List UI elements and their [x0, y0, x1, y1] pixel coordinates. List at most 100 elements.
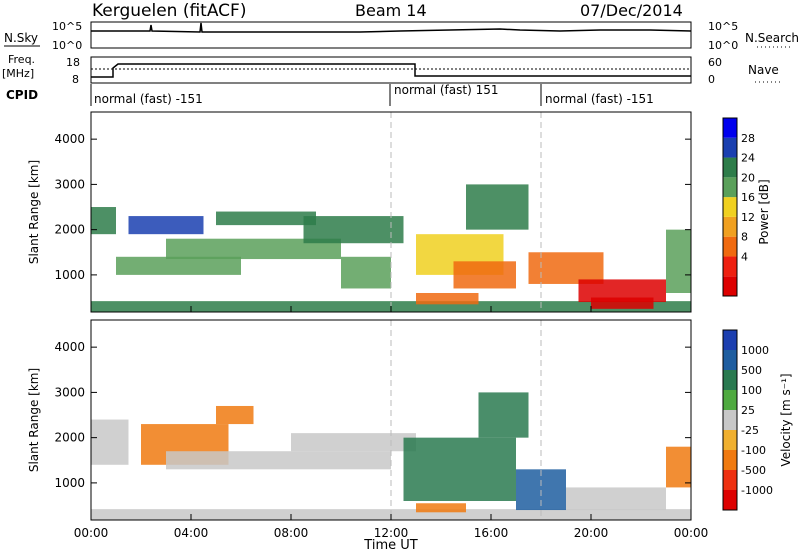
- power-colorbar-label: Power [dB]: [757, 179, 771, 244]
- power-ylabel: Slant Range [km]: [27, 160, 41, 264]
- colorbar-swatch: [723, 370, 737, 390]
- nsearch-tick-low: 10^0: [708, 39, 738, 52]
- cpid-segment-2: normal (fast) 151: [394, 83, 498, 97]
- nave-tick-low: 0: [708, 73, 715, 86]
- y-tick-label: 3000: [54, 177, 85, 191]
- colorbar-tick-label: 1000: [741, 344, 769, 357]
- data-region: [166, 451, 391, 470]
- colorbar-tick-label: -100: [741, 444, 766, 457]
- colorbar-swatch: [723, 137, 737, 158]
- colorbar-tick-label: -1000: [741, 484, 773, 497]
- velocity-colorbar-label: Velocity [m s⁻¹]: [779, 373, 793, 466]
- data-region: [416, 503, 466, 513]
- data-region: [416, 292, 479, 305]
- data-region: [166, 238, 341, 260]
- y-tick-label: 2000: [54, 223, 85, 237]
- date-title: 07/Dec/2014: [580, 1, 683, 20]
- data-region: [216, 211, 316, 226]
- freq-panel: Freq. [MHz] 18 8 60 0 Nave: [2, 53, 780, 86]
- data-region: [666, 229, 691, 293]
- data-region: [666, 446, 691, 488]
- power-data: [91, 112, 691, 312]
- nave-tick-high: 60: [708, 56, 722, 69]
- x-axis-label: Time UT: [363, 538, 417, 553]
- colorbar-swatch: [723, 276, 737, 296]
- y-tick-label: 3000: [54, 385, 85, 399]
- data-region: [591, 297, 654, 309]
- data-region: [403, 437, 516, 501]
- colorbar-tick-label: 100: [741, 384, 762, 397]
- freq-tick-low: 8: [72, 73, 79, 86]
- nave-label: Nave: [748, 63, 779, 77]
- x-tick-label: 00:00: [674, 526, 709, 540]
- colorbar-swatch: [723, 410, 737, 430]
- nsky-label: N.Sky: [4, 31, 38, 45]
- x-tick-label: 04:00: [174, 526, 209, 540]
- velocity-panel: 1000 2000 3000 4000 Slant Range [km]: [27, 319, 692, 521]
- cpid-panel: CPID normal (fast) -151 normal (fast) 15…: [6, 83, 654, 106]
- nsky-panel: N.Sky 10^5 10^0 10^5 10^0 N.Search: [4, 20, 799, 52]
- x-axis: 00:00 04:00 08:00 12:00 16:00 20:00 00:00: [74, 306, 709, 540]
- colorbar-swatch: [723, 390, 737, 410]
- data-region: [303, 216, 404, 244]
- cpid-segment-1: normal (fast) -151: [94, 92, 203, 106]
- colorbar-frame: [722, 117, 738, 297]
- colorbar-swatch: [723, 157, 737, 178]
- data-region: [578, 279, 666, 303]
- data-region: [453, 261, 516, 289]
- data-region: [116, 256, 241, 275]
- x-tick-label: 20:00: [574, 526, 609, 540]
- power-panel: 1000 2000 3000 4000 Slant Range [km]: [27, 111, 692, 313]
- freq-unit: [MHz]: [2, 67, 34, 80]
- data-region: [216, 405, 254, 425]
- colorbar-tick-label: 8: [741, 231, 748, 244]
- data-region: [466, 184, 529, 230]
- y-tick-label: 4000: [54, 340, 85, 354]
- nsearch-label: N.Search: [745, 31, 799, 45]
- colorbar-tick-label: 500: [741, 364, 762, 377]
- colorbar-tick-label: 12: [741, 211, 755, 224]
- freq-label: Freq.: [8, 53, 35, 66]
- power-colorbar: 28 24 20 16 12 8 4: [722, 117, 755, 297]
- colorbar-swatch: [723, 216, 737, 237]
- colorbar-tick-label: 25: [741, 404, 755, 417]
- station-title: Kerguelen (fitACF): [92, 1, 246, 21]
- y-tick-label: 1000: [54, 268, 85, 282]
- data-region: [566, 487, 666, 511]
- cpid-segment-3: normal (fast) -151: [545, 92, 654, 106]
- x-tick-label: 00:00: [74, 526, 109, 540]
- velocity-colorbar: 1000 500 100 25 -25 -100 -500 -1000: [722, 329, 773, 511]
- y-tick-label: 2000: [54, 431, 85, 445]
- nsearch-tick-high: 10^5: [708, 20, 738, 33]
- colorbar-swatch: [723, 490, 737, 510]
- freq-trace: [91, 63, 691, 78]
- data-region: [91, 419, 129, 465]
- x-tick-label: 08:00: [274, 526, 309, 540]
- colorbar-tick-label: 20: [741, 171, 755, 184]
- colorbar-swatch: [723, 330, 737, 350]
- colorbar-swatch: [723, 350, 737, 370]
- y-tick-label: 1000: [54, 476, 85, 490]
- colorbar-swatch: [723, 256, 737, 277]
- data-region: [341, 256, 391, 289]
- nsky-trace: [91, 22, 692, 33]
- colorbar-tick-label: 24: [741, 152, 755, 165]
- power-y-ticks: 1000 2000 3000 4000: [54, 132, 691, 282]
- colorbar-tick-label: -25: [741, 424, 759, 437]
- colorbar-swatch: [723, 450, 737, 470]
- colorbar-swatch: [723, 470, 737, 490]
- cpid-label: CPID: [6, 88, 38, 102]
- nsky-tick-high: 10^5: [52, 20, 82, 33]
- data-region: [128, 216, 204, 235]
- colorbar-tick-label: 28: [741, 132, 755, 145]
- x-tick-label: 12:00: [374, 526, 409, 540]
- freq-tick-high: 18: [66, 56, 80, 69]
- colorbar-swatch: [723, 177, 737, 198]
- colorbar-tick-label: 4: [741, 250, 748, 263]
- colorbar-swatch: [723, 236, 737, 257]
- velocity-ylabel: Slant Range [km]: [27, 368, 41, 472]
- nsky-tick-low: 10^0: [52, 39, 82, 52]
- data-region: [291, 433, 416, 452]
- colorbar-swatch: [723, 118, 737, 138]
